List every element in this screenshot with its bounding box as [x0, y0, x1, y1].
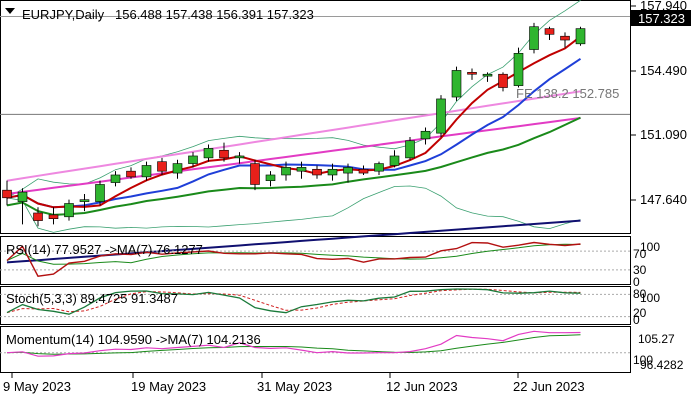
rsi-line	[6, 241, 581, 277]
stoch-level: 20	[633, 306, 647, 320]
current-price-label: 157.323	[638, 11, 685, 26]
collapse-triangle-icon[interactable]	[5, 8, 15, 14]
candle-body	[234, 155, 245, 159]
candle-body	[141, 165, 152, 178]
candle-body	[498, 73, 508, 88]
momentum-level: 105.27	[638, 332, 675, 346]
price-axis: 157.940 154.490 151.090 147.640 157.323	[631, 0, 691, 207]
main-price-panel[interactable]	[0, 0, 631, 234]
momentum-axis: 105.27 100 96.4282	[633, 332, 684, 372]
candle-body	[529, 26, 539, 50]
candle-body	[48, 214, 59, 219]
date-label: 22 Jun 2023	[513, 379, 585, 394]
candle-body	[188, 155, 198, 164]
candle-body	[575, 28, 586, 45]
ma-5-line	[6, 35, 582, 209]
price-tick: 154.490	[640, 63, 687, 78]
momentum-level: 100	[633, 353, 653, 367]
stoch-level: 0	[633, 313, 640, 327]
candle-body	[420, 130, 431, 140]
candle-body	[79, 199, 90, 202]
candle-body	[482, 73, 493, 77]
momentum-ma-line	[6, 334, 581, 355]
date-label: 9 May 2023	[3, 379, 71, 394]
stoch-axis: 80 100 20 0	[633, 287, 660, 327]
ohlc-readout: 156.488 157.438 156.391 157.323	[115, 7, 314, 22]
candle-body	[17, 191, 28, 202]
candle-body	[95, 184, 105, 202]
candle-body	[389, 155, 400, 166]
indicator-layer	[0, 241, 630, 357]
ma-100-line	[6, 90, 581, 182]
price-tick: 157.940	[640, 0, 687, 13]
momentum-level: 96.4282	[640, 358, 684, 372]
momentum-line	[6, 330, 581, 357]
candle-body	[250, 163, 260, 185]
ma-50-line	[6, 116, 581, 216]
candle-body	[405, 140, 415, 159]
candle-body	[219, 149, 229, 159]
price-tick: 151.090	[640, 127, 687, 142]
main-layer	[0, 0, 630, 264]
price-tick: 147.640	[640, 192, 687, 207]
symbol-label: EURJPY,Daily	[22, 7, 105, 22]
candle-body	[172, 163, 183, 174]
candle-body	[110, 174, 121, 183]
momentum-label: Momentum(14) 104.9590 ->MA(7) 104.2136	[6, 332, 261, 347]
rsi-level: 100	[640, 240, 660, 254]
ma-200-line	[6, 117, 581, 195]
candle-body	[374, 163, 384, 172]
candle-body	[126, 170, 136, 178]
candle-body	[343, 167, 353, 174]
rsi-level: 30	[633, 263, 647, 277]
date-label: 31 May 2023	[257, 379, 332, 394]
candle-body	[544, 28, 555, 35]
bollinger-upper-line	[6, 0, 581, 199]
momentum-panel[interactable]	[0, 326, 631, 373]
date-label: 12 Jun 2023	[386, 379, 458, 394]
current-price-box	[631, 10, 691, 26]
stoch-level: 80	[633, 287, 647, 301]
candle-body	[265, 174, 276, 181]
stoch-level: 100	[640, 291, 660, 305]
rsi-axis: 100 70 30 0	[633, 240, 660, 289]
candle-body	[358, 168, 369, 174]
candle-body	[436, 98, 446, 134]
candle-body	[513, 53, 524, 86]
candle-body	[203, 148, 214, 159]
bollinger-lower-line	[6, 185, 581, 233]
candle-body	[33, 212, 43, 221]
date-axis: 9 May 2023 19 May 2023 31 May 2023 12 Ju…	[3, 373, 585, 394]
date-label: 19 May 2023	[131, 379, 206, 394]
candle-body	[281, 167, 291, 176]
stoch-label: Stoch(5,3,3) 89.4725 91.3487	[6, 291, 178, 306]
candle-body	[451, 70, 462, 98]
candle-body	[312, 168, 322, 176]
candle-body	[2, 189, 12, 199]
rsi-level: 70	[633, 247, 647, 261]
rsi-ma-line	[6, 243, 581, 265]
rsi-level: 0	[633, 275, 640, 289]
chart-header: EURJPY,Daily 156.488 157.438 156.391 157…	[5, 7, 314, 22]
fibo-expansion-label: FE 138.2 152.785	[516, 86, 619, 101]
candle-body	[296, 167, 307, 172]
rsi-label: RSI(14) 77.9527 ->MA(7) 76.1277	[6, 242, 203, 257]
candle-body	[64, 203, 74, 218]
candle-body	[560, 35, 570, 41]
stoch-main-line	[6, 288, 581, 315]
candle-body	[327, 168, 338, 176]
candle-body	[467, 72, 477, 75]
candle-body	[157, 161, 167, 172]
